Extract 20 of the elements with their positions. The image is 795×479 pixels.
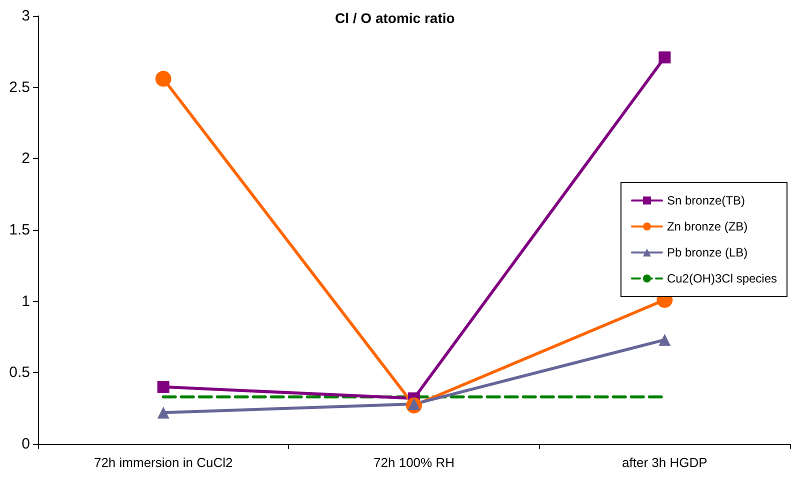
y-tick-label: 0 [22, 436, 30, 452]
point [157, 380, 170, 393]
y-tick-label: 0.5 [9, 364, 30, 382]
legend-label: Cu2(OH)3Cl species [666, 272, 778, 286]
x-tick-label: 72h 100% RH [374, 455, 454, 470]
y-tick-label: 1.5 [9, 222, 30, 238]
x-tick-label: after 3h HGDP [622, 455, 708, 470]
y-tick-label: 2.5 [9, 78, 30, 96]
point [658, 51, 671, 64]
legend-label: Pb bronze (LB) [666, 246, 748, 260]
point [658, 334, 671, 346]
point [157, 406, 170, 419]
point [155, 70, 172, 87]
x-tick-label: 72h immersion in CuCl2 [94, 455, 233, 470]
y-tick-label: 2 [22, 150, 30, 168]
legend-label: Zn bronze (ZB) [666, 220, 748, 234]
legend-label: Sn bronze(TB) [666, 194, 745, 208]
chart-title: Cl / O atomic ratio [335, 10, 455, 26]
y-tick-label: 3 [22, 8, 30, 24]
y-tick-label: 1 [22, 292, 30, 310]
